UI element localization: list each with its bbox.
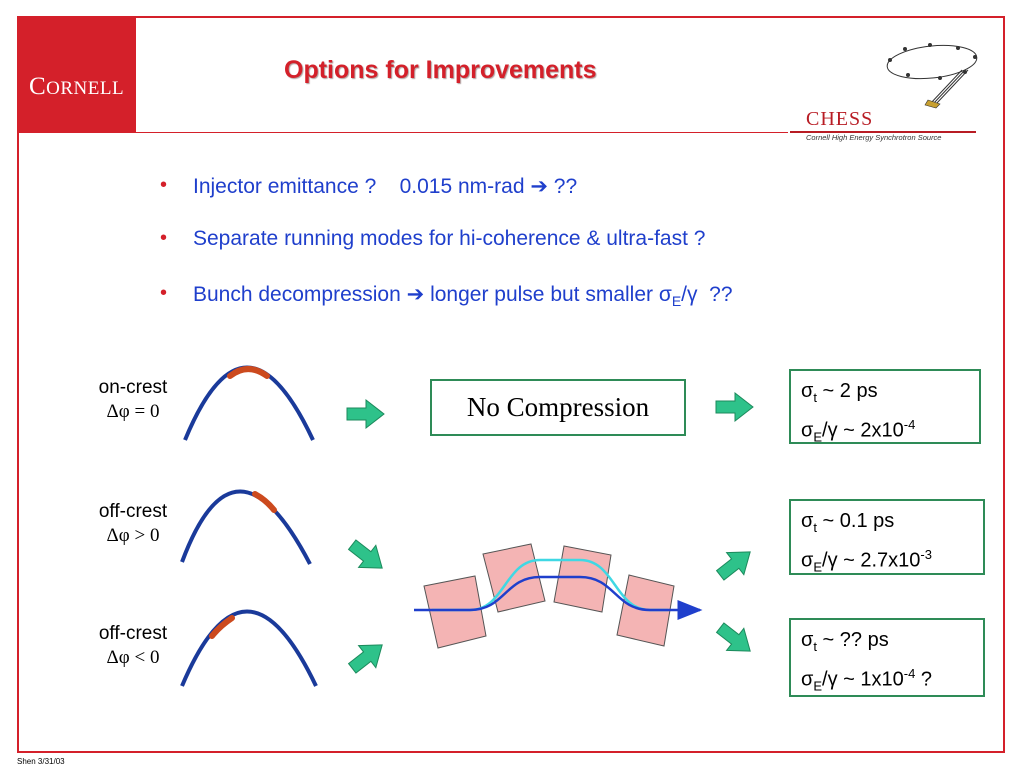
chess-logo-subtitle: Cornell High Energy Synchrotron Source	[806, 133, 942, 142]
header-rule	[136, 132, 788, 133]
footer-note: Shen 3/31/03	[17, 757, 65, 766]
slide-frame	[17, 16, 1005, 753]
arrow-right-icon	[715, 391, 754, 423]
arrow-up-right-icon	[347, 644, 383, 674]
arrow-icon: ➔	[530, 175, 548, 198]
chicane-magnet	[423, 575, 487, 649]
result-box-on-crest: σt ~ 2 ps σE/γ ~ 2x10-4	[789, 369, 981, 445]
arrow-icon: ➔	[406, 283, 425, 306]
result-box-off-crest-positive: σt ~ 0.1 ps σE/γ ~ 2.7x10-3	[789, 499, 985, 575]
slide-title: Options for Improvements	[284, 56, 597, 84]
arrow-down-right-icon	[715, 622, 751, 652]
result-box-off-crest-negative: σt ~ ?? ps σE/γ ~ 1x10-4 ?	[789, 618, 985, 697]
storage-ring-icon	[886, 43, 978, 109]
case-label-off-crest-negative: off-crest Δφ < 0	[98, 623, 168, 668]
rf-curve-off-crest-positive	[180, 489, 312, 565]
rf-curve-off-crest-negative	[180, 609, 318, 687]
cornell-logo-text: CORNELL	[28, 73, 125, 100]
bullet-marker: •	[160, 227, 168, 249]
case-label-on-crest: on-crest Δφ = 0	[98, 377, 168, 422]
case-label-off-crest-positive: off-crest Δφ > 0	[98, 501, 168, 546]
arrow-down-right-icon	[347, 539, 383, 569]
chess-logo-name: CHESS	[806, 108, 874, 130]
chicane-magnet	[553, 545, 612, 613]
arrow-right-icon	[346, 398, 385, 430]
rf-curve-on-crest	[183, 365, 315, 441]
beam-trajectories	[414, 558, 703, 620]
arrow-up-right-icon	[715, 551, 751, 581]
no-compression-box: No Compression	[430, 379, 686, 436]
cornell-logo: CORNELL	[17, 16, 136, 133]
bullet-marker: •	[160, 174, 168, 196]
chess-rule	[790, 131, 976, 133]
bullet-marker: •	[160, 282, 168, 304]
